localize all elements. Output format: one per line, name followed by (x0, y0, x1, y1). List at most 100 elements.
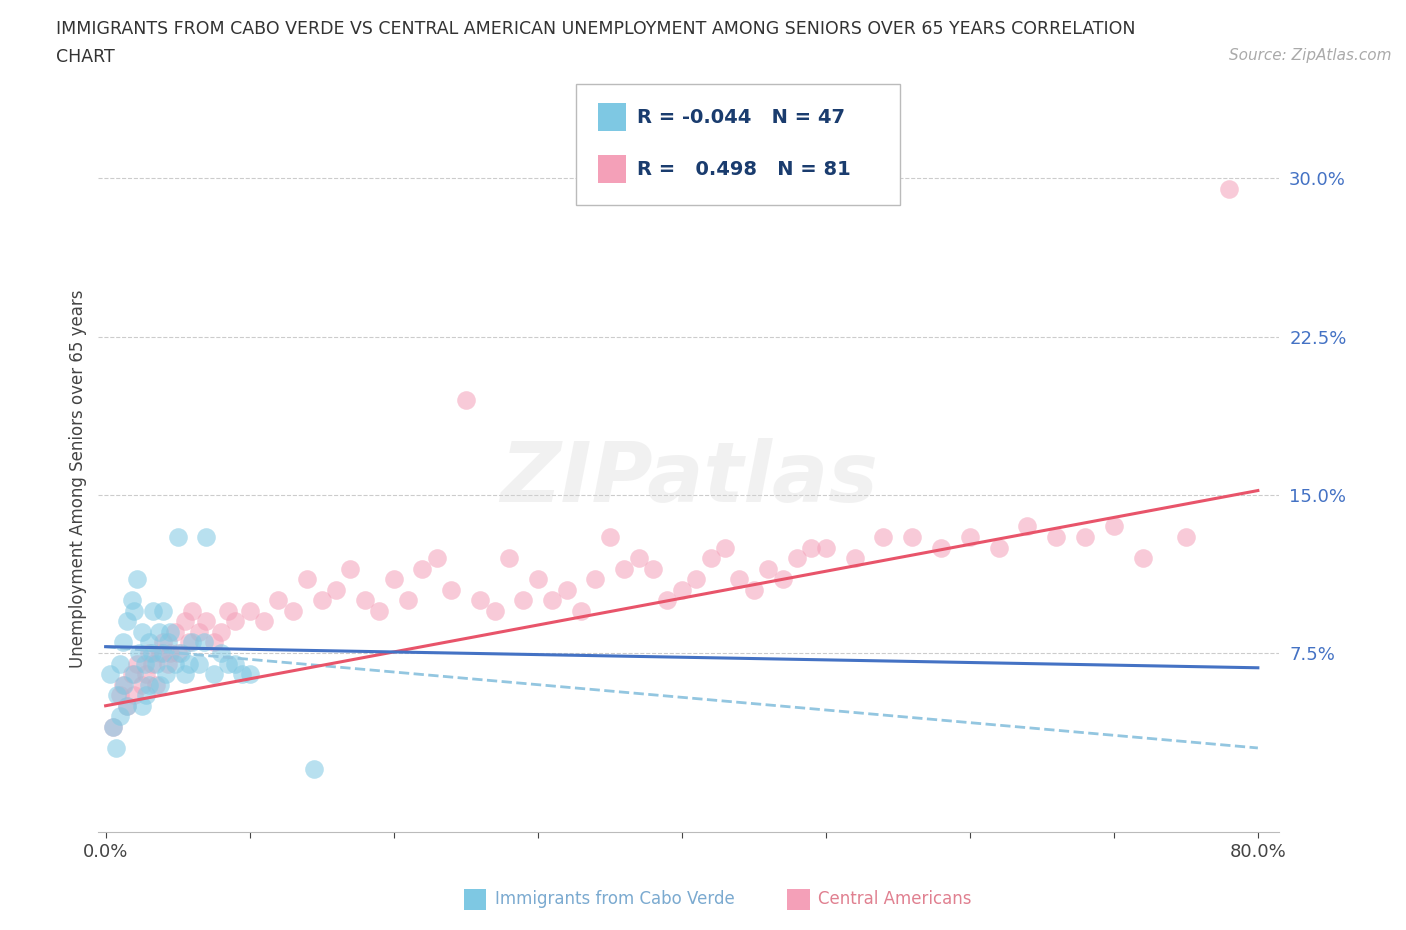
Point (1218, 181, 1240, 196)
Point (685, 572, 707, 587)
Point (134, 657, 156, 671)
Point (108, 688, 131, 703)
Point (188, 624, 211, 639)
Text: Central Americans: Central Americans (818, 890, 972, 909)
Point (382, 572, 405, 587)
Point (152, 635, 174, 650)
Point (121, 592, 143, 607)
Point (814, 540, 837, 555)
Y-axis label: Unemployment Among Seniors over 65 years: Unemployment Among Seniors over 65 years (69, 290, 87, 668)
Point (872, 529, 894, 544)
Point (105, 688, 128, 703)
Point (742, 582, 765, 597)
Point (368, 604, 391, 618)
Point (239, 604, 262, 618)
Point (224, 614, 246, 629)
Point (121, 667, 143, 682)
Point (163, 624, 186, 639)
Text: ZIPatlas: ZIPatlas (501, 438, 877, 520)
Point (641, 561, 664, 576)
Point (1102, 519, 1125, 534)
Point (152, 604, 174, 618)
Point (142, 604, 165, 618)
Point (786, 551, 808, 565)
Point (135, 667, 157, 682)
Point (396, 592, 419, 607)
Point (166, 529, 188, 544)
Point (156, 657, 179, 671)
Point (124, 688, 146, 703)
Point (541, 592, 564, 607)
Point (468, 592, 491, 607)
Point (155, 667, 177, 682)
Point (127, 657, 149, 671)
Point (138, 635, 160, 650)
Point (484, 604, 506, 618)
Point (148, 624, 170, 639)
Point (583, 572, 606, 587)
Point (756, 561, 779, 576)
Point (987, 540, 1010, 555)
Point (163, 657, 186, 671)
Point (959, 529, 981, 544)
Point (195, 614, 218, 629)
Point (325, 582, 347, 597)
Point (131, 677, 153, 692)
Point (141, 645, 163, 660)
Point (112, 677, 135, 692)
Point (111, 677, 134, 692)
Point (569, 604, 592, 618)
Point (138, 677, 160, 692)
Point (124, 604, 146, 618)
Point (115, 698, 138, 713)
Point (135, 688, 157, 703)
Point (101, 720, 124, 735)
Point (127, 572, 149, 587)
Point (526, 572, 548, 587)
Point (555, 582, 578, 597)
Text: R = -0.044   N = 47: R = -0.044 N = 47 (637, 108, 845, 126)
Point (193, 635, 215, 650)
Point (131, 698, 153, 713)
Point (145, 657, 167, 671)
Point (156, 635, 179, 650)
Point (108, 709, 131, 724)
Point (411, 561, 433, 576)
Point (98, 667, 121, 682)
Point (498, 551, 520, 565)
Point (131, 624, 153, 639)
Point (179, 657, 201, 671)
Point (101, 720, 124, 735)
Point (1174, 529, 1197, 544)
Point (138, 645, 160, 660)
Point (844, 551, 866, 565)
Text: Source: ZipAtlas.com: Source: ZipAtlas.com (1229, 48, 1392, 63)
Point (224, 657, 246, 671)
Point (657, 592, 679, 607)
Point (149, 645, 172, 660)
Point (181, 604, 204, 618)
Point (188, 657, 211, 671)
Point (181, 635, 204, 650)
Point (901, 529, 924, 544)
Point (169, 645, 191, 660)
Point (202, 667, 225, 682)
Point (152, 645, 174, 660)
Point (104, 740, 127, 755)
Point (1045, 529, 1067, 544)
Text: R =   0.498   N = 81: R = 0.498 N = 81 (637, 160, 851, 179)
Point (128, 645, 150, 660)
Point (281, 604, 304, 618)
Point (800, 540, 823, 555)
Point (209, 645, 232, 660)
Point (209, 624, 232, 639)
Text: IMMIGRANTS FROM CABO VERDE VS CENTRAL AMERICAN UNEMPLOYMENT AMONG SENIORS OVER 6: IMMIGRANTS FROM CABO VERDE VS CENTRAL AM… (56, 20, 1136, 38)
Point (145, 677, 167, 692)
Point (714, 540, 737, 555)
Point (231, 667, 253, 682)
Point (141, 657, 163, 671)
Point (772, 572, 794, 587)
Point (440, 582, 463, 597)
Point (354, 592, 377, 607)
Text: CHART: CHART (56, 48, 115, 66)
